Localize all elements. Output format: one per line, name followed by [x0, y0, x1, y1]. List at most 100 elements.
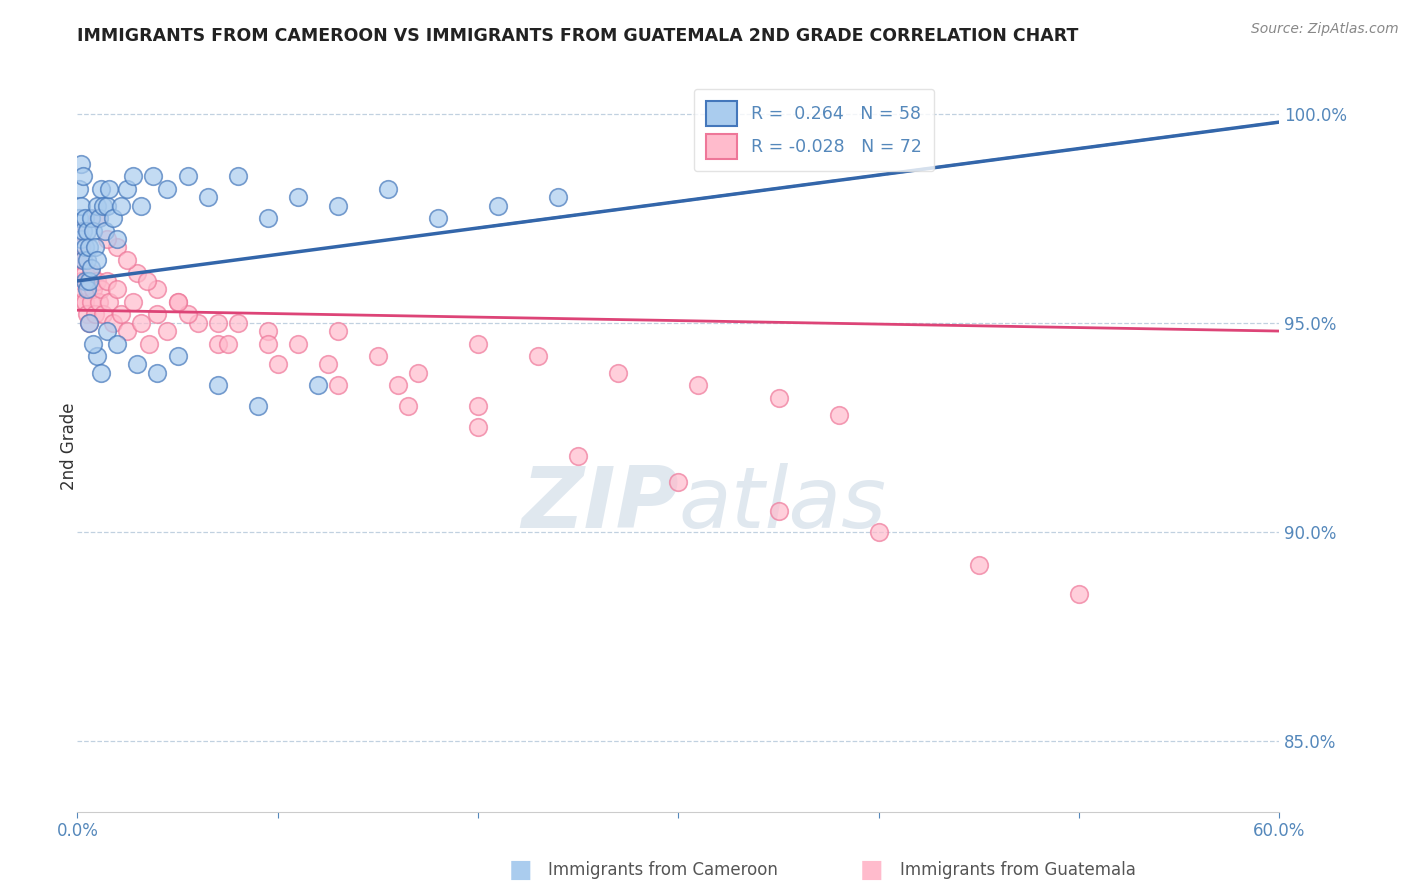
- Point: [486, 199, 509, 213]
- Point: [84, 307, 107, 321]
- Point: [76, 252, 98, 267]
- Point: [142, 169, 165, 184]
- Point: [226, 316, 249, 330]
- Point: [110, 199, 132, 213]
- Point: [326, 199, 349, 213]
- Point: [207, 316, 229, 330]
- Point: [84, 240, 107, 254]
- Point: [76, 224, 98, 238]
- Point: [75, 294, 97, 309]
- Point: [80, 261, 103, 276]
- Point: [138, 336, 160, 351]
- Text: ■: ■: [860, 858, 883, 881]
- Point: [90, 282, 112, 296]
- Point: [96, 274, 118, 288]
- Point: [70, 157, 93, 171]
- Point: [246, 399, 269, 413]
- Point: [768, 391, 790, 405]
- Point: [256, 324, 278, 338]
- Point: [207, 336, 229, 351]
- Text: Source: ZipAtlas.com: Source: ZipAtlas.com: [1251, 22, 1399, 37]
- Point: [72, 169, 94, 184]
- Text: IMMIGRANTS FROM CAMEROON VS IMMIGRANTS FROM GUATEMALA 2ND GRADE CORRELATION CHAR: IMMIGRANTS FROM CAMEROON VS IMMIGRANTS F…: [77, 27, 1078, 45]
- Point: [98, 294, 121, 309]
- Point: [72, 282, 94, 296]
- Y-axis label: 2nd Grade: 2nd Grade: [60, 402, 77, 490]
- Point: [80, 266, 103, 280]
- Point: [688, 378, 710, 392]
- Point: [146, 366, 169, 380]
- Point: [307, 378, 329, 392]
- Point: [96, 199, 118, 213]
- Text: atlas: atlas: [679, 463, 886, 546]
- Text: ZIP: ZIP: [520, 463, 679, 546]
- Point: [166, 294, 188, 309]
- Point: [75, 266, 97, 280]
- Point: [287, 336, 309, 351]
- Point: [467, 336, 489, 351]
- Point: [326, 378, 349, 392]
- Point: [75, 240, 97, 254]
- Point: [217, 336, 239, 351]
- Point: [1069, 587, 1091, 601]
- Point: [387, 378, 409, 392]
- Legend: R =  0.264   N = 58, R = -0.028   N = 72: R = 0.264 N = 58, R = -0.028 N = 72: [695, 89, 934, 171]
- Point: [127, 358, 149, 372]
- Point: [70, 240, 93, 254]
- Point: [79, 240, 101, 254]
- Point: [427, 211, 450, 226]
- Point: [89, 211, 111, 226]
- Point: [72, 224, 94, 238]
- Point: [136, 274, 159, 288]
- Point: [86, 211, 108, 226]
- Point: [547, 190, 569, 204]
- Point: [82, 336, 104, 351]
- Point: [527, 349, 550, 363]
- Point: [226, 169, 249, 184]
- Point: [256, 336, 278, 351]
- Point: [166, 294, 188, 309]
- Point: [107, 282, 129, 296]
- Point: [98, 182, 121, 196]
- Point: [79, 316, 101, 330]
- Point: [828, 408, 851, 422]
- Point: [868, 524, 890, 539]
- Point: [156, 182, 179, 196]
- Point: [72, 252, 94, 267]
- Text: ■: ■: [509, 858, 531, 881]
- Point: [146, 282, 169, 296]
- Point: [287, 190, 309, 204]
- Point: [127, 266, 149, 280]
- Point: [67, 211, 90, 226]
- Point: [80, 294, 103, 309]
- Point: [567, 450, 589, 464]
- Point: [110, 307, 132, 321]
- Point: [82, 282, 104, 296]
- Point: [94, 224, 117, 238]
- Point: [75, 211, 97, 226]
- Point: [107, 232, 129, 246]
- Point: [967, 558, 990, 573]
- Point: [131, 316, 153, 330]
- Point: [117, 324, 139, 338]
- Point: [67, 224, 90, 238]
- Point: [377, 182, 399, 196]
- Point: [256, 211, 278, 226]
- Point: [76, 307, 98, 321]
- Point: [107, 336, 129, 351]
- Point: [467, 420, 489, 434]
- Point: [396, 399, 419, 413]
- Point: [122, 169, 145, 184]
- Point: [79, 316, 101, 330]
- Point: [79, 282, 101, 296]
- Point: [86, 252, 108, 267]
- Point: [67, 182, 90, 196]
- Point: [76, 274, 98, 288]
- Point: [117, 252, 139, 267]
- Point: [207, 378, 229, 392]
- Point: [668, 475, 690, 489]
- Point: [90, 182, 112, 196]
- Point: [70, 199, 93, 213]
- Point: [367, 349, 389, 363]
- Point: [86, 199, 108, 213]
